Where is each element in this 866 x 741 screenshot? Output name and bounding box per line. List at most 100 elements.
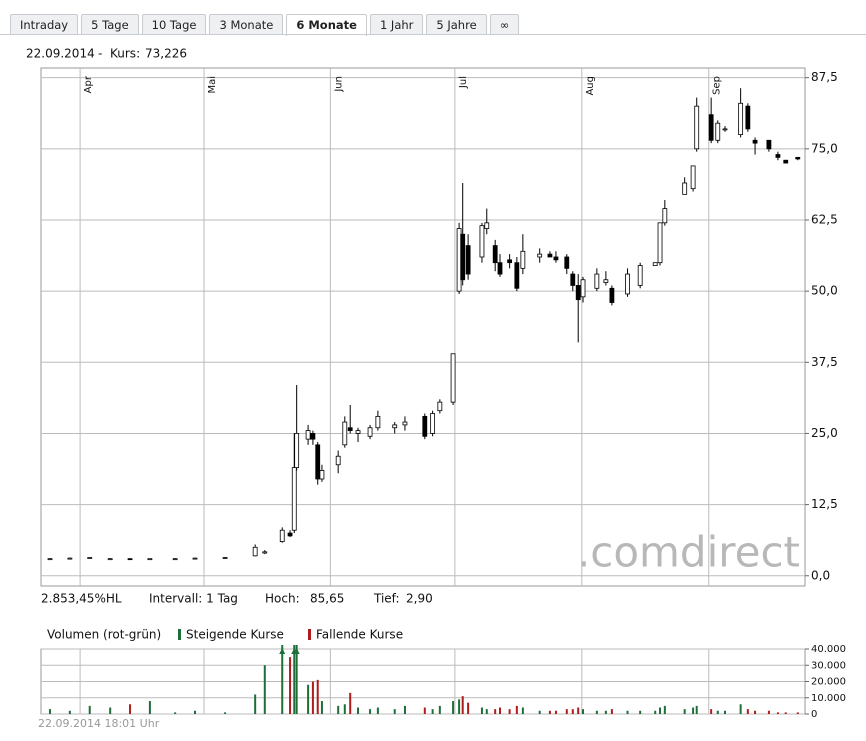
tab[interactable]: 1 Jahr [369, 14, 424, 35]
volume-bar [796, 712, 799, 714]
volume-bar [683, 709, 686, 714]
y-tick-label: 30.000 [811, 660, 846, 671]
x-tick-label: Jun [333, 76, 344, 93]
stat-low-label: Tief: [373, 592, 400, 606]
volume-bar [438, 705, 441, 714]
candle-body [335, 455, 341, 466]
volume-bar [293, 645, 296, 714]
volume-bar [480, 707, 483, 714]
volume-bar [610, 709, 613, 714]
candle-body [479, 225, 485, 258]
candle-body [637, 265, 643, 286]
candle-body [507, 259, 513, 264]
candle-body [564, 256, 570, 269]
volume-bar [452, 701, 455, 714]
legend-label: Steigende Kurse [186, 628, 284, 642]
candle-body [775, 154, 781, 158]
volume-bar [754, 710, 757, 714]
tab[interactable]: 5 Tage [81, 14, 139, 35]
y-tick-label: 0,0 [811, 568, 830, 582]
stat-high-label: Hoch: [265, 592, 300, 606]
volume-bar [577, 707, 580, 714]
candle-body [127, 558, 133, 561]
x-tick-label: Aug [585, 76, 596, 96]
candle-body [252, 546, 258, 557]
candle-body [514, 262, 520, 289]
volume-bar [376, 707, 379, 714]
volume-bar [692, 707, 695, 714]
candle-body [537, 253, 543, 258]
candle-body [752, 139, 758, 144]
volume-bar [494, 709, 497, 714]
candle-body [575, 285, 581, 301]
header-kurs-label: Kurs: [110, 47, 140, 61]
y-tick-label: 10.000 [811, 693, 846, 704]
volume-bar [369, 709, 372, 714]
volume-bar [403, 705, 406, 714]
volume-bar [349, 692, 352, 714]
volume-bar [431, 709, 434, 714]
volume-bar [554, 710, 557, 714]
volume-bar [604, 710, 607, 714]
candle-body [465, 245, 471, 275]
volume-title: Volumen (rot-grün) [47, 628, 161, 642]
volume-bar [295, 645, 298, 714]
volume-bar [716, 710, 719, 714]
volume-bars [49, 645, 799, 714]
volume-bar [88, 705, 91, 714]
candle-body [690, 165, 696, 190]
volume-bar [654, 710, 657, 714]
volume-bar [174, 712, 177, 714]
header-separator: - [98, 47, 102, 61]
tab[interactable]: ∞ [489, 14, 520, 35]
volume-bar [663, 705, 666, 714]
volume-bar [565, 709, 568, 714]
candle-body [422, 415, 428, 437]
candle-body [625, 273, 630, 295]
legend-swatch [308, 629, 311, 640]
candle-body [722, 128, 728, 131]
volume-bar [194, 710, 197, 714]
y-tick-label: 25,0 [811, 426, 838, 440]
y-tick-label: 75,0 [811, 141, 838, 155]
tab[interactable]: 3 Monate [209, 14, 284, 35]
volume-bar [281, 645, 284, 714]
volume-bar [582, 709, 585, 714]
x-tick-label: Sep [712, 76, 723, 95]
tab[interactable]: Intraday [10, 14, 79, 35]
candle-body [192, 557, 198, 560]
candle-body [783, 159, 789, 164]
candle-body [305, 430, 311, 440]
candle-body [570, 273, 576, 286]
candle-body [766, 139, 772, 150]
candle-body [657, 222, 663, 264]
volume-bar [784, 712, 787, 714]
candle-body [460, 233, 466, 281]
candle-body [682, 182, 688, 195]
volume-bar [467, 702, 470, 714]
candle-body [107, 558, 113, 561]
tab[interactable]: 5 Jahre [426, 14, 487, 35]
legend-swatch [178, 629, 181, 640]
tab[interactable]: 6 Monate [286, 14, 367, 36]
candle-body [694, 105, 700, 150]
volume-bar [311, 681, 314, 714]
tab[interactable]: 10 Tage [141, 14, 207, 35]
header-date: 22.09.2014 [26, 47, 95, 61]
candle-body [450, 353, 456, 403]
volume-bar [571, 709, 574, 714]
candle-body [609, 287, 615, 303]
candle-body [347, 427, 353, 431]
candle-body [402, 421, 408, 426]
volume-bar [521, 707, 524, 714]
overflow-arrow [279, 648, 286, 654]
volume-bar [109, 707, 112, 714]
volume-bar [639, 710, 642, 714]
watermark: .comdirect [577, 528, 800, 577]
volume-bar [499, 707, 502, 714]
volume-bar [695, 705, 698, 714]
y-tick-label: 12,5 [811, 497, 838, 511]
candle-body [367, 427, 373, 437]
volume-bar [461, 696, 464, 714]
